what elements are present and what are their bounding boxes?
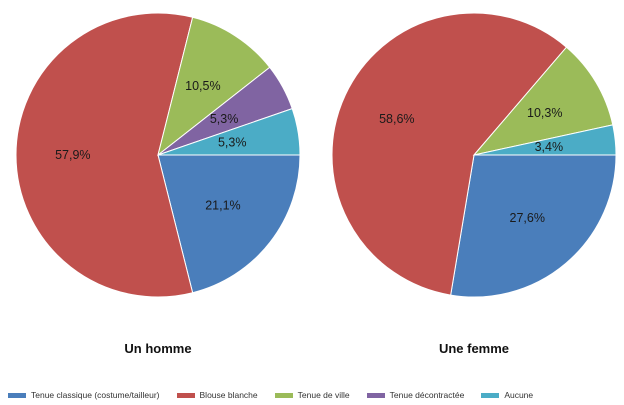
legend-label-blouse-blanche: Blouse blanche <box>199 390 258 400</box>
pie1-title: Un homme <box>124 341 191 356</box>
pie2-slice-tenue-classique <box>450 154 617 298</box>
legend-item-blouse-blanche: Blouse blanche <box>176 390 258 400</box>
pie1-label-tenue-decontractee: 5,3% <box>210 112 239 126</box>
pie2-slice-blouse-blanche <box>331 12 568 296</box>
pie1-slice-blouse-blanche <box>15 12 194 298</box>
pie2-label-blouse-blanche: 58,6% <box>379 112 414 126</box>
legend-label-tenue-classique: Tenue classique (costume/tailleur) <box>31 390 160 400</box>
legend-item-aucune: Aucune <box>481 390 533 400</box>
pie2-label-tenue-de-ville: 10,3% <box>527 106 562 120</box>
legend-item-tenue-de-ville: Tenue de ville <box>274 390 350 400</box>
pie2-label-aucune: 3,4% <box>535 140 564 154</box>
legend-swatch-tenue-classique <box>8 392 26 398</box>
legend-label-tenue-de-ville: Tenue de ville <box>297 390 350 400</box>
pie2-slice-tenue-de-ville <box>472 46 614 156</box>
legend-label-aucune: Aucune <box>504 390 534 400</box>
legend: Tenue classique (costume/tailleur) Blous… <box>8 388 620 402</box>
pie1-label-tenue-de-ville: 10,5% <box>185 79 220 93</box>
legend-label-tenue-decontractee: Tenue décontractée <box>389 390 465 400</box>
pie2-title: Une femme <box>439 341 509 356</box>
pie2-label-tenue-classique: 27,6% <box>510 211 545 225</box>
pie1-label-blouse-blanche: 57,9% <box>55 148 90 162</box>
legend-item-tenue-classique: Tenue classique (costume/tailleur) <box>8 390 160 400</box>
legend-swatch-blouse-blanche <box>176 392 195 398</box>
legend-swatch-aucune <box>481 392 500 398</box>
pie1-label-tenue-classique: 21,1% <box>205 199 240 213</box>
legend-swatch-tenue-decontractee <box>366 392 385 398</box>
pie-charts-svg: 21,1% 57,9% 10,5% 5,3% 5,3% Un homme 27,6% 58,6… <box>15 12 617 356</box>
pie1-slice-aucune <box>157 107 301 156</box>
pie1-slice-tenue-de-ville <box>157 16 271 157</box>
pie2-slice-aucune <box>473 124 617 156</box>
pie1-label-aucune: 5,3% <box>218 136 247 150</box>
legend-item-tenue-decontractee: Tenue décontractée <box>366 390 465 400</box>
legend-swatch-tenue-de-ville <box>274 392 293 398</box>
pie1-slice-tenue-classique <box>157 154 301 294</box>
